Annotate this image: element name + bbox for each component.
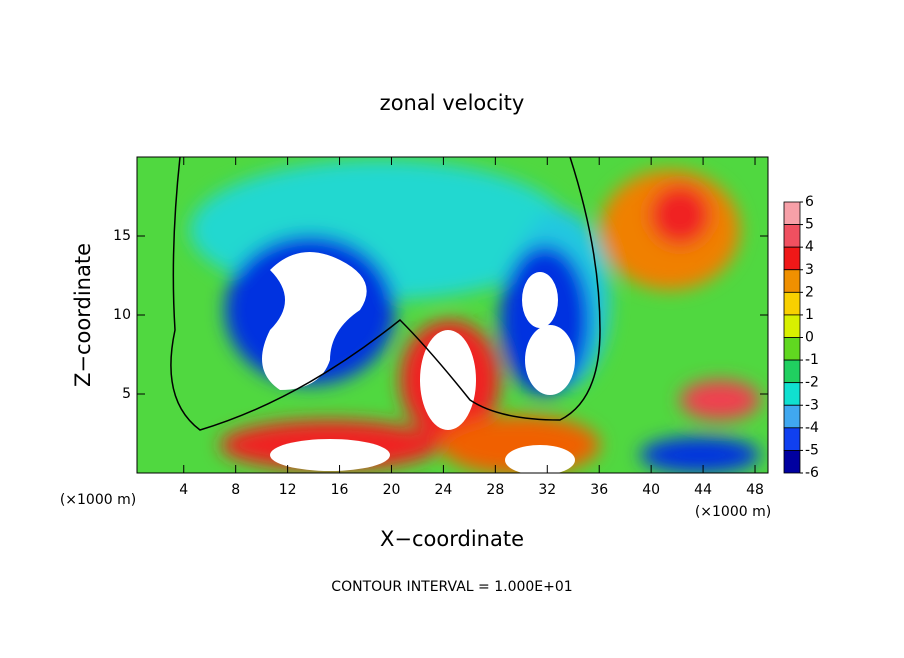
contour-field [137, 157, 768, 473]
colorbar-swatch [783, 314, 801, 338]
colorbar-label: 3 [805, 262, 814, 278]
x-tick-label: 4 [179, 482, 188, 498]
x-tick-label: 32 [538, 482, 556, 498]
colorbar-label: -1 [805, 352, 819, 368]
x-tick-label: 40 [642, 482, 660, 498]
colorbar-label: -5 [805, 442, 819, 458]
colorbar-label: 0 [805, 330, 814, 346]
x-tick-label: 28 [486, 482, 504, 498]
x-tick-label: 36 [590, 482, 608, 498]
colorbar-swatch [783, 382, 801, 406]
colorbar-swatch [783, 427, 801, 451]
colorbar-label: 4 [805, 239, 814, 255]
colorbar-swatch [783, 224, 801, 248]
y-tick-label: 5 [122, 386, 131, 402]
colorbar-label: 1 [805, 307, 814, 323]
colorbar-swatch [783, 359, 801, 384]
y-tick-label: 15 [113, 228, 131, 244]
y-tick-label: 10 [113, 307, 131, 323]
x-tick-label: 24 [434, 482, 452, 498]
chart-title: zonal velocity [380, 91, 525, 115]
y-axis-label: Z−coordinate [71, 243, 95, 387]
colorbar-swatch [783, 450, 801, 474]
x-tick-label: 48 [746, 482, 764, 498]
x-tick-label: 8 [231, 482, 240, 498]
x-tick-label: 20 [383, 482, 401, 498]
colorbar-swatch [783, 291, 801, 316]
colorbar-label: 6 [805, 194, 814, 210]
colorbar-label: -3 [805, 397, 819, 413]
x-tick-label: 44 [694, 482, 712, 498]
x-tick-label: 12 [279, 482, 297, 498]
colorbar-label: -4 [805, 420, 819, 436]
x-unit: (×1000 m) [695, 504, 771, 520]
footer: CONTOUR INTERVAL = 1.000E+01 [331, 579, 572, 595]
x-axis-label: X−coordinate [380, 527, 524, 551]
colorbar-swatch [783, 337, 801, 361]
colorbar-swatch [783, 246, 801, 271]
x-tick-label: 16 [331, 482, 349, 498]
colorbar-label: 2 [805, 284, 814, 300]
colorbar-swatch [783, 201, 801, 225]
colorbar-swatch [783, 404, 801, 429]
colorbar-label: -2 [805, 375, 819, 391]
colorbar-label: -6 [805, 465, 819, 481]
colorbar-label: 5 [805, 217, 814, 233]
x-unit: (×1000 m) [60, 492, 136, 508]
colorbar-swatch [783, 269, 801, 293]
